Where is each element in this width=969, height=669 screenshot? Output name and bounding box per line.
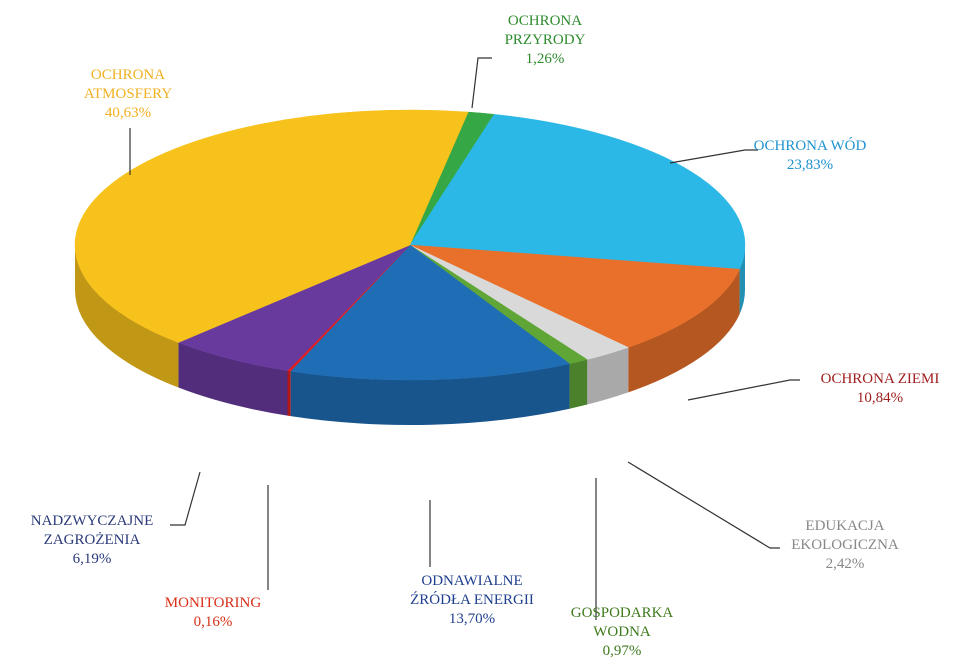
slice	[177, 244, 411, 371]
value-label: 13,70%	[448, 611, 496, 627]
leader-line	[627, 461, 780, 549]
value-label: 1,26%	[525, 51, 565, 67]
value-label: 2,42%	[825, 556, 865, 572]
value-label: 0,16%	[193, 614, 233, 630]
slice	[290, 244, 571, 381]
slice-side	[178, 342, 288, 416]
leader-line	[170, 471, 201, 526]
slice-label: OCHRONA ZIEMI 10,84%	[795, 370, 965, 408]
category-name: OCHRONA WÓD	[753, 138, 867, 154]
category-name: MONITORING	[164, 595, 262, 611]
leader-line	[687, 379, 800, 401]
slice-label: OCHRONA WÓD 23,83%	[725, 137, 895, 175]
category-name: GOSPODARKA WODNA	[570, 605, 674, 640]
value-label: 23,83%	[786, 157, 834, 173]
slice-label: OCHRONA ATMOSFERY 40,63%	[73, 66, 183, 123]
slice-side	[287, 370, 291, 417]
category-name: OCHRONA ATMOSFERY	[83, 67, 173, 102]
value-label: 40,63%	[104, 105, 152, 121]
category-name: OCHRONA ZIEMI	[820, 371, 940, 387]
slice-label: GOSPODARKA WODNA 0,97%	[562, 604, 682, 661]
value-label: 6,19%	[72, 551, 112, 567]
slice-label: ODNAWIALNE ŹRÓDŁA ENERGII 13,70%	[392, 572, 552, 629]
category-name: OCHRONA PRZYRODY	[504, 13, 586, 48]
slice-side	[290, 363, 570, 426]
slice-side	[587, 347, 629, 405]
slice-label: MONITORING 0,16%	[148, 594, 278, 632]
slice-side	[74, 245, 179, 388]
leader-line	[471, 57, 492, 109]
leader-line	[669, 149, 758, 164]
slice-side	[569, 359, 588, 409]
slice-label: NADZWYCZAJNE ZAGROŻENIA 6,19%	[17, 512, 167, 569]
slice-side	[628, 269, 740, 393]
slice-label: OCHRONA PRZYRODY 1,26%	[490, 12, 600, 69]
slice-side	[739, 245, 745, 315]
slice	[409, 244, 740, 348]
category-name: EDUKACJA EKOLOGICZNA	[791, 518, 899, 553]
value-label: 10,84%	[856, 390, 904, 406]
slice-label: EDUKACJA EKOLOGICZNA 2,42%	[780, 517, 910, 574]
category-name: ODNAWIALNE ŹRÓDŁA ENERGII	[410, 573, 534, 608]
category-name: NADZWYCZAJNE ZAGROŻENIA	[30, 513, 154, 548]
value-label: 0,97%	[602, 643, 642, 659]
slice	[409, 114, 746, 270]
slice	[74, 109, 469, 343]
